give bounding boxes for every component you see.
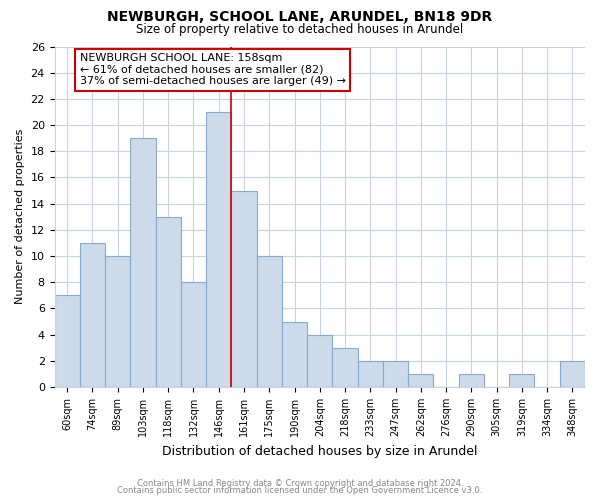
Bar — [307, 334, 332, 387]
Bar — [383, 361, 408, 387]
Bar — [257, 256, 282, 387]
Text: Size of property relative to detached houses in Arundel: Size of property relative to detached ho… — [136, 22, 464, 36]
Bar — [155, 217, 181, 387]
Bar — [408, 374, 433, 387]
Y-axis label: Number of detached properties: Number of detached properties — [15, 129, 25, 304]
Bar — [105, 256, 130, 387]
X-axis label: Distribution of detached houses by size in Arundel: Distribution of detached houses by size … — [162, 444, 478, 458]
Bar — [232, 190, 257, 387]
Bar — [206, 112, 232, 387]
Bar — [332, 348, 358, 387]
Bar — [458, 374, 484, 387]
Bar — [55, 296, 80, 387]
Text: NEWBURGH, SCHOOL LANE, ARUNDEL, BN18 9DR: NEWBURGH, SCHOOL LANE, ARUNDEL, BN18 9DR — [107, 10, 493, 24]
Bar — [80, 243, 105, 387]
Text: Contains public sector information licensed under the Open Government Licence v3: Contains public sector information licen… — [118, 486, 482, 495]
Bar — [282, 322, 307, 387]
Bar — [509, 374, 535, 387]
Bar — [358, 361, 383, 387]
Bar — [130, 138, 155, 387]
Bar — [560, 361, 585, 387]
Text: Contains HM Land Registry data © Crown copyright and database right 2024.: Contains HM Land Registry data © Crown c… — [137, 478, 463, 488]
Text: NEWBURGH SCHOOL LANE: 158sqm
← 61% of detached houses are smaller (82)
37% of se: NEWBURGH SCHOOL LANE: 158sqm ← 61% of de… — [80, 53, 346, 86]
Bar — [181, 282, 206, 387]
